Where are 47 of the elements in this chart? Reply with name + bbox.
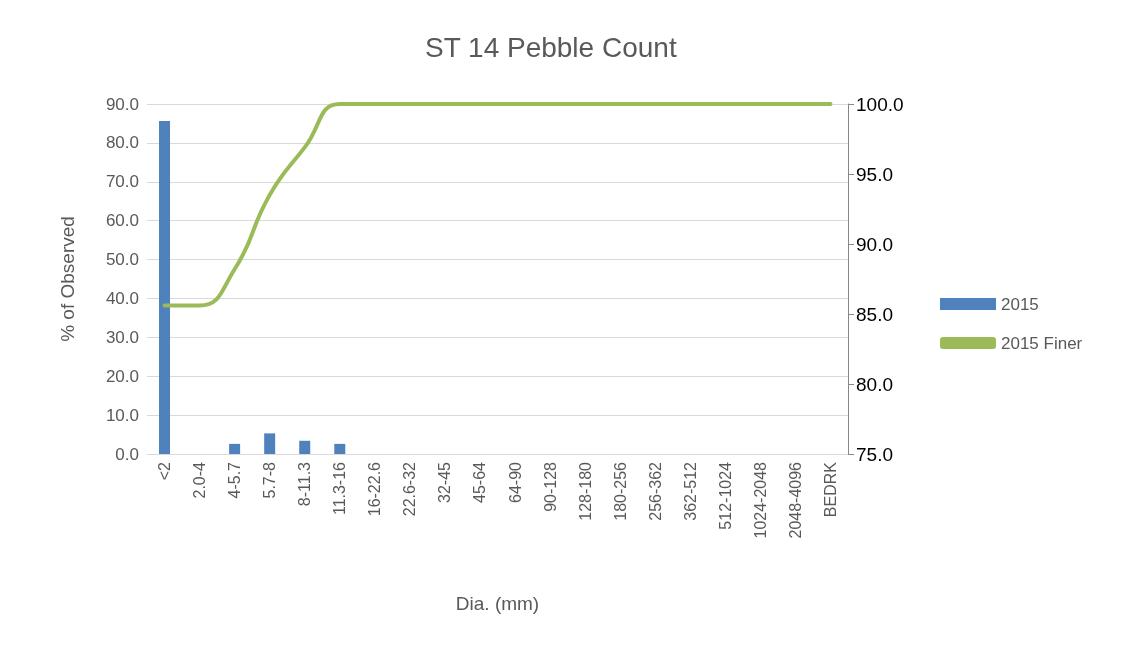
chart-title: ST 14 Pebble Count: [425, 31, 677, 63]
y-tick-label: 70.0: [105, 172, 139, 192]
x-tick-label: <2: [156, 461, 174, 481]
x-tick-label: 4-5.7: [226, 461, 244, 499]
x-tick-label: 45-64: [471, 461, 489, 503]
x-tick-label: 8-11.3: [296, 461, 314, 507]
x-tick-label: 1024-2048: [751, 461, 769, 539]
y2-tick-label: 100.0: [856, 93, 904, 115]
y2-tick-label: 80.0: [856, 373, 893, 395]
x-tick-label: 22.6-32: [401, 461, 419, 517]
x-tick-label: 2.0-4: [191, 461, 209, 499]
x-tick-label: 16-22.6: [366, 461, 384, 517]
y-tick-label: 40.0: [105, 288, 139, 308]
y-tick-label: 80.0: [105, 133, 139, 153]
y-tick-label: 90.0: [105, 94, 139, 114]
y2-tick-label: 85.0: [856, 303, 893, 325]
y2-tick-label: 95.0: [856, 163, 893, 185]
bar: [299, 440, 311, 454]
x-tick-label: 90-128: [541, 461, 559, 512]
x-tick-label: 128-180: [576, 461, 594, 521]
bar: [229, 443, 241, 454]
y-axis-title: % of Observed: [57, 216, 78, 342]
y-tick-label: 10.0: [105, 405, 139, 425]
x-tick-label: 5.7-8: [261, 461, 279, 499]
bar: [264, 433, 276, 454]
x-tick-label: 64-90: [506, 461, 524, 503]
y-tick-label: 20.0: [105, 366, 139, 386]
x-tick-label: 256-362: [646, 461, 664, 521]
y-tick-label: 60.0: [105, 211, 139, 231]
line-series: [162, 102, 833, 308]
bar: [334, 443, 346, 454]
x-tick-label: 180-256: [611, 461, 629, 521]
x-tick-label: BEDRK: [821, 461, 839, 518]
bar: [159, 121, 171, 454]
x-axis-title: Dia. (mm): [455, 593, 540, 614]
y2-tick-label: 75.0: [856, 443, 893, 465]
y-tick-label: 50.0: [105, 250, 139, 270]
legend-label: 2015 Finer: [1001, 333, 1083, 353]
x-tick-label: 2048-4096: [786, 461, 804, 539]
x-tick-label: 11.3-16: [331, 461, 349, 516]
y-tick-label: 30.0: [105, 327, 139, 347]
y-tick-label: 0.0: [115, 444, 139, 464]
legend-label: 2015: [1001, 294, 1039, 314]
x-tick-label: 512-1024: [716, 461, 734, 530]
x-tick-label: 362-512: [681, 461, 699, 521]
x-tick-label: 32-45: [436, 461, 454, 503]
y2-tick-label: 90.0: [856, 233, 893, 255]
